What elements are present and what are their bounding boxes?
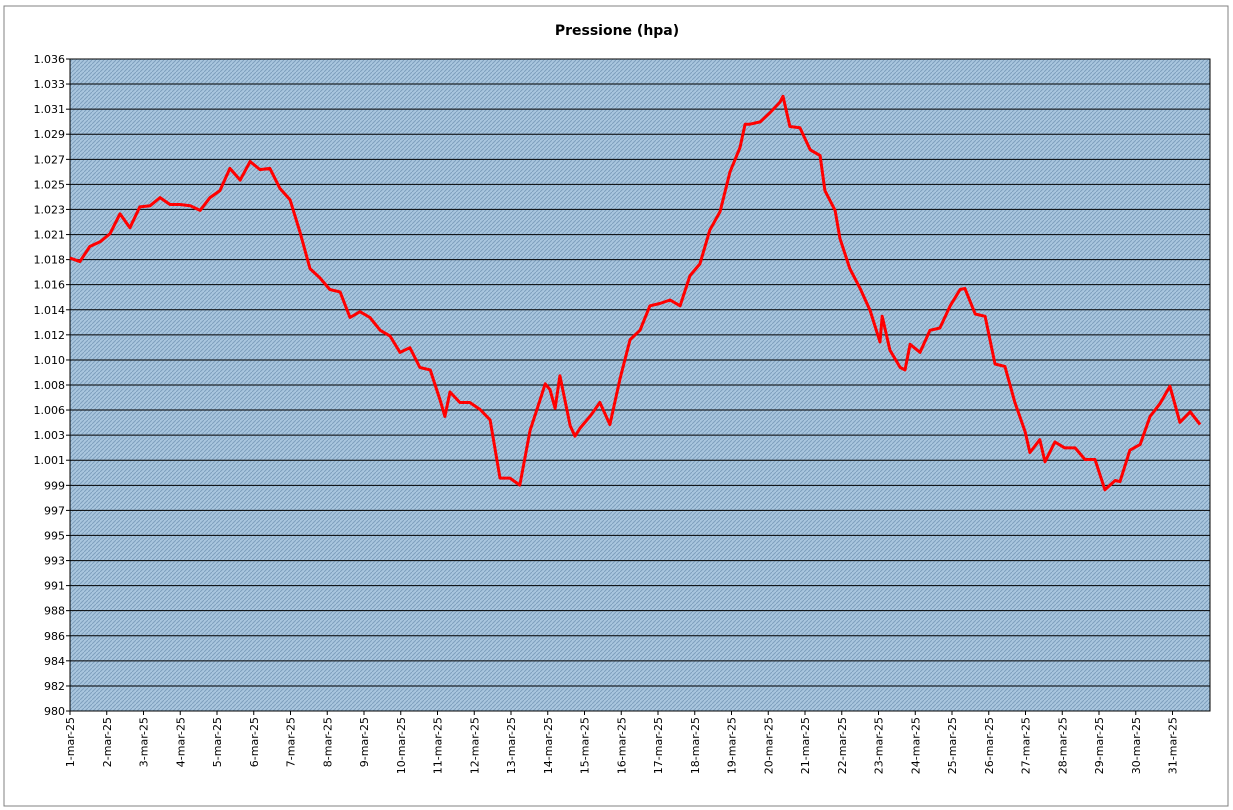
x-tick-label: 16-mar-25 bbox=[615, 717, 628, 774]
x-tick-label: 29-mar-25 bbox=[1093, 717, 1106, 774]
y-tick-label: 1.014 bbox=[34, 304, 66, 317]
y-tick-label: 986 bbox=[44, 630, 65, 643]
y-tick-label: 1.036 bbox=[34, 53, 66, 66]
x-tick-label: 19-mar-25 bbox=[726, 717, 739, 774]
x-tick-label: 8-mar-25 bbox=[321, 717, 334, 767]
x-tick-label: 13-mar-25 bbox=[505, 717, 518, 774]
x-tick-label: 25-mar-25 bbox=[946, 717, 959, 774]
y-tick-label: 1.006 bbox=[34, 404, 66, 417]
x-tick-label: 20-mar-25 bbox=[762, 717, 775, 774]
plot-frame bbox=[69, 58, 1211, 712]
y-tick-label: 1.001 bbox=[34, 454, 66, 467]
y-tick-label: 1.029 bbox=[34, 128, 66, 141]
y-tick-label: 993 bbox=[44, 555, 65, 568]
x-tick-label: 23-mar-25 bbox=[873, 717, 886, 774]
y-tick-label: 1.012 bbox=[34, 329, 66, 342]
y-tick-label: 1.008 bbox=[34, 379, 66, 392]
x-tick-label: 7-mar-25 bbox=[285, 717, 298, 767]
y-tick-label: 982 bbox=[44, 680, 65, 693]
x-tick-label: 30-mar-25 bbox=[1130, 717, 1143, 774]
x-tick-label: 1-mar-25 bbox=[64, 717, 77, 767]
x-tick-label: 17-mar-25 bbox=[652, 717, 665, 774]
y-tick-label: 995 bbox=[44, 529, 65, 542]
x-tick-label: 12-mar-25 bbox=[468, 717, 481, 774]
y-tick-label: 1.025 bbox=[34, 178, 66, 191]
x-tick-label: 15-mar-25 bbox=[579, 717, 592, 774]
y-tick-label: 980 bbox=[44, 705, 65, 718]
y-tick-label: 1.021 bbox=[34, 229, 66, 242]
x-tick-label: 10-mar-25 bbox=[395, 717, 408, 774]
chart-title: Pressione (hpa) bbox=[555, 23, 679, 39]
x-tick-label: 21-mar-25 bbox=[799, 717, 812, 774]
y-tick-label: 997 bbox=[44, 504, 65, 517]
x-tick-label: 11-mar-25 bbox=[432, 717, 445, 774]
y-tick-label: 984 bbox=[44, 655, 65, 668]
y-tick-label: 1.016 bbox=[34, 279, 66, 292]
y-tick-label: 991 bbox=[44, 580, 65, 593]
y-tick-label: 1.033 bbox=[34, 78, 66, 91]
x-tick-label: 27-mar-25 bbox=[1020, 717, 1033, 774]
y-tick-label: 1.018 bbox=[34, 254, 66, 267]
y-tick-label: 999 bbox=[44, 479, 65, 492]
y-tick-label: 1.031 bbox=[34, 103, 66, 116]
x-tick-label: 26-mar-25 bbox=[983, 717, 996, 774]
x-tick-label: 22-mar-25 bbox=[836, 717, 849, 774]
x-tick-label: 18-mar-25 bbox=[689, 717, 702, 774]
x-tick-label: 28-mar-25 bbox=[1056, 717, 1069, 774]
y-tick-label: 1.023 bbox=[34, 203, 66, 216]
x-tick-label: 6-mar-25 bbox=[248, 717, 261, 767]
x-tick-label: 14-mar-25 bbox=[542, 717, 555, 774]
data-line bbox=[69, 94, 1202, 492]
y-tick-label: 1.027 bbox=[34, 153, 66, 166]
x-tick-label: 3-mar-25 bbox=[138, 717, 151, 767]
x-tick-label: 2-mar-25 bbox=[101, 717, 114, 767]
x-tick-label: 9-mar-25 bbox=[358, 717, 371, 767]
y-tick-label: 1.003 bbox=[34, 429, 66, 442]
x-tick-label: 5-mar-25 bbox=[211, 717, 224, 767]
x-tick-label: 4-mar-25 bbox=[174, 717, 187, 767]
y-tick-label: 1.010 bbox=[34, 354, 66, 367]
x-tick-label: 31-mar-25 bbox=[1167, 717, 1180, 774]
x-tick-label: 24-mar-25 bbox=[909, 717, 922, 774]
y-tick-label: 988 bbox=[44, 605, 65, 618]
